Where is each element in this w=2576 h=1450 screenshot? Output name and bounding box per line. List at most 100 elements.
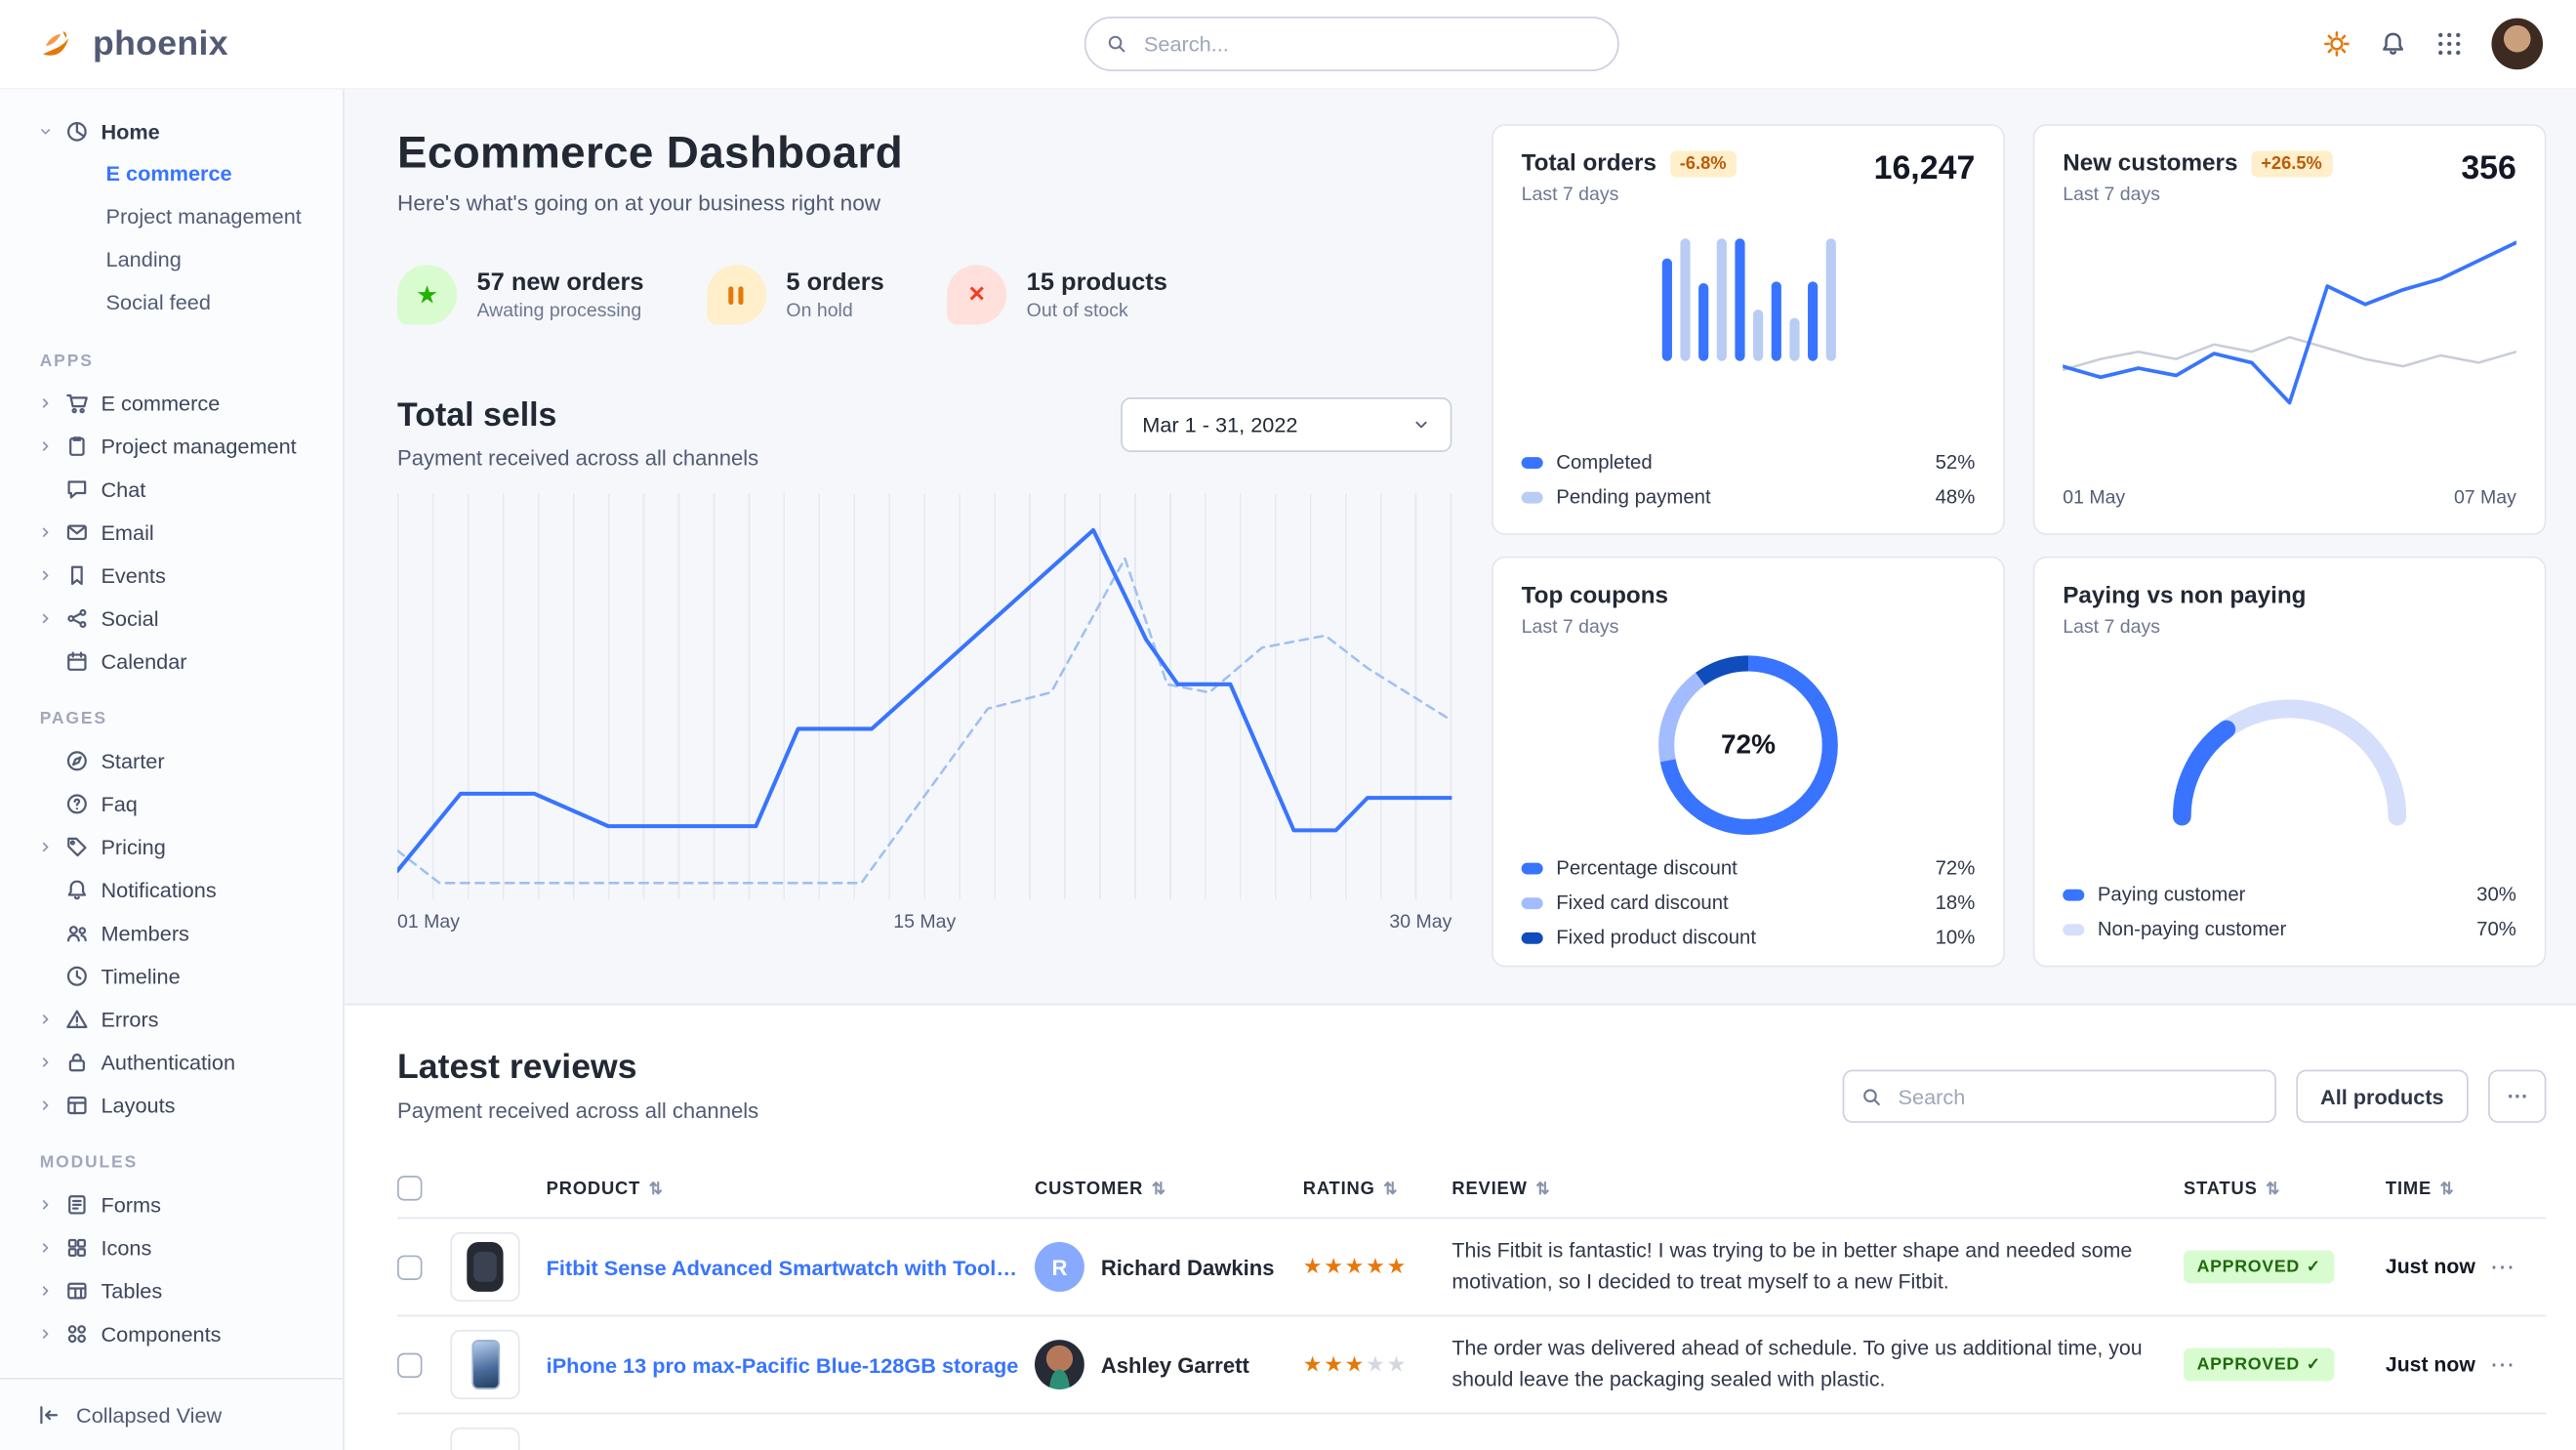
row-checkbox[interactable] [397, 1254, 423, 1280]
sort-icon: ⇅ [2439, 1180, 2455, 1199]
sidebar-item-components[interactable]: Components [0, 1311, 343, 1354]
column-header-review[interactable]: REVIEW ⇅ [1452, 1178, 1551, 1199]
sidebar-item-forms[interactable]: Forms [0, 1182, 343, 1225]
sidebar-item-authentication[interactable]: Authentication [0, 1040, 343, 1083]
paying-card: Paying vs non paying Last 7 days Paying … [2032, 556, 2547, 968]
date-range-select[interactable]: Mar 1 - 31, 2022 [1121, 397, 1452, 453]
sidebar-item-layouts[interactable]: Layouts [0, 1083, 343, 1126]
stat-orders-on-hold: 5 orders On hold [707, 265, 884, 325]
pie-chart-icon [64, 118, 89, 143]
row-more-button[interactable]: ⋯ [2483, 1348, 2521, 1379]
main-content: Ecommerce Dashboard Here's what's going … [344, 89, 2576, 1450]
sidebar-item-tables[interactable]: Tables [0, 1268, 343, 1311]
phone-image [470, 1340, 500, 1389]
brand-name: phoenix [92, 23, 228, 62]
sidebar-item-faq[interactable]: Faq [0, 782, 343, 825]
sidebar-item-starter[interactable]: Starter [0, 738, 343, 781]
smartwatch-image [467, 1242, 504, 1292]
sort-icon: ⇅ [648, 1180, 664, 1199]
reviews-subtitle: Payment received across all channels [397, 1098, 759, 1123]
sidebar-item-social[interactable]: Social [0, 597, 343, 640]
chevron-right-icon [36, 1098, 53, 1112]
paying-gauge-chart [2148, 671, 2430, 828]
bookmark-icon [64, 562, 89, 587]
sidebar-item-ecommerce-dashboard[interactable]: E commerce [105, 160, 232, 186]
row-more-button[interactable]: ⋯ [2483, 1251, 2521, 1281]
sidebar-item-members[interactable]: Members [0, 911, 343, 954]
all-products-button[interactable]: All products [2295, 1069, 2470, 1123]
sidebar-item-home[interactable]: Home [0, 109, 343, 152]
reviews-more-button[interactable]: ⋯ [2488, 1069, 2547, 1123]
collapse-icon [36, 1403, 61, 1428]
product-link[interactable]: Fitbit Sense Advanced Smartwatch with To… [546, 1254, 1022, 1280]
total-sells-chart [397, 493, 1452, 899]
notifications-button[interactable] [2379, 30, 2407, 59]
sidebar-item-timeline[interactable]: Timeline [0, 954, 343, 997]
sidebar-item-pricing[interactable]: Pricing [0, 825, 343, 868]
sidebar-item-notifications[interactable]: Notifications [0, 868, 343, 911]
new-customers-value: 356 [2461, 150, 2516, 187]
stat-new-orders: ★ 57 new orders Awating processing [397, 265, 644, 325]
column-header-time[interactable]: TIME ⇅ [2385, 1178, 2455, 1199]
column-header-status[interactable]: STATUS ⇅ [2184, 1178, 2281, 1199]
sidebar-item-chat[interactable]: Chat [0, 467, 343, 510]
apps-grid-button[interactable] [2435, 30, 2464, 59]
kpi-cards: Total orders -6.8% Last 7 days 16,247 Co… [1492, 124, 2547, 968]
rating-stars: ★★★★★ [1302, 1350, 1409, 1377]
customer-avatar [1035, 1340, 1084, 1389]
legend-item: Non-paying customer 70% [2063, 918, 2516, 940]
row-checkbox[interactable] [397, 1351, 423, 1378]
global-search[interactable] [1084, 16, 1619, 71]
section-label-apps: APPS [39, 352, 94, 371]
layout-icon [64, 1093, 89, 1117]
sidebar-item-icons[interactable]: Icons [0, 1225, 343, 1268]
status-badge: APPROVED ✓ [2184, 1250, 2335, 1284]
collapse-sidebar-button[interactable]: Collapsed View [0, 1378, 344, 1450]
product-link[interactable]: iPhone 13 pro max-Pacific Blue-128GB sto… [546, 1351, 1019, 1378]
sidebar-item-email[interactable]: Email [0, 510, 343, 553]
theme-toggle-button[interactable] [2322, 30, 2351, 59]
clock-icon [64, 963, 89, 987]
components-icon [64, 1321, 89, 1346]
new-customers-x-axis: 01 May 07 May [2063, 488, 2516, 509]
sort-icon: ⇅ [1151, 1180, 1166, 1199]
sidebar-item-project-management[interactable]: Project management [0, 424, 343, 467]
product-image [450, 1329, 520, 1400]
form-icon [64, 1191, 89, 1216]
tag-icon [64, 834, 89, 858]
sidebar-item-errors[interactable]: Errors [0, 997, 343, 1040]
reviews-search-input[interactable] [1895, 1082, 2258, 1111]
sidebar-item-calendar[interactable]: Calendar [0, 640, 343, 683]
star-icon: ★ [397, 265, 458, 325]
page-title: Ecommerce Dashboard [397, 127, 904, 178]
sidebar-item-events[interactable]: Events [0, 553, 343, 596]
search-input[interactable] [1140, 29, 1598, 59]
user-avatar[interactable] [2491, 18, 2544, 70]
cart-icon [64, 390, 89, 414]
chevron-right-icon [36, 1283, 53, 1298]
brand-logo[interactable]: phoenix [0, 22, 228, 65]
chevron-right-icon [36, 524, 53, 539]
total-sells-title: Total sells [397, 397, 557, 435]
select-all-checkbox[interactable] [397, 1176, 423, 1201]
product-image [450, 1427, 520, 1450]
lock-icon [64, 1049, 89, 1073]
sidebar-item-project-management-dashboard[interactable]: Project management [105, 203, 302, 229]
column-header-customer[interactable]: CUSTOMER ⇅ [1035, 1178, 1166, 1199]
section-label-pages: PAGES [39, 710, 107, 729]
rating-stars: ★★★★★ [1302, 1253, 1409, 1279]
dashboard-section: Ecommerce Dashboard Here's what's going … [344, 89, 2576, 1004]
legend-item: Pending payment 48% [1521, 485, 1975, 509]
chevron-right-icon [36, 438, 53, 453]
sidebar-item-landing[interactable]: Landing [105, 246, 182, 272]
pause-icon [707, 265, 767, 325]
status-badge: APPROVED ✓ [2184, 1347, 2335, 1382]
reviews-table: PRODUCT ⇅ CUSTOMER ⇅ RATING ⇅ REVIEW ⇅ STATU… [397, 1159, 2547, 1450]
question-icon [64, 791, 89, 815]
column-header-rating[interactable]: RATING ⇅ [1302, 1178, 1399, 1199]
column-header-product[interactable]: PRODUCT ⇅ [546, 1178, 664, 1199]
sidebar-item-ecommerce-app[interactable]: E commerce [0, 381, 343, 424]
reviews-search[interactable] [1841, 1069, 2276, 1123]
sidebar-item-social-feed[interactable]: Social feed [105, 289, 211, 315]
